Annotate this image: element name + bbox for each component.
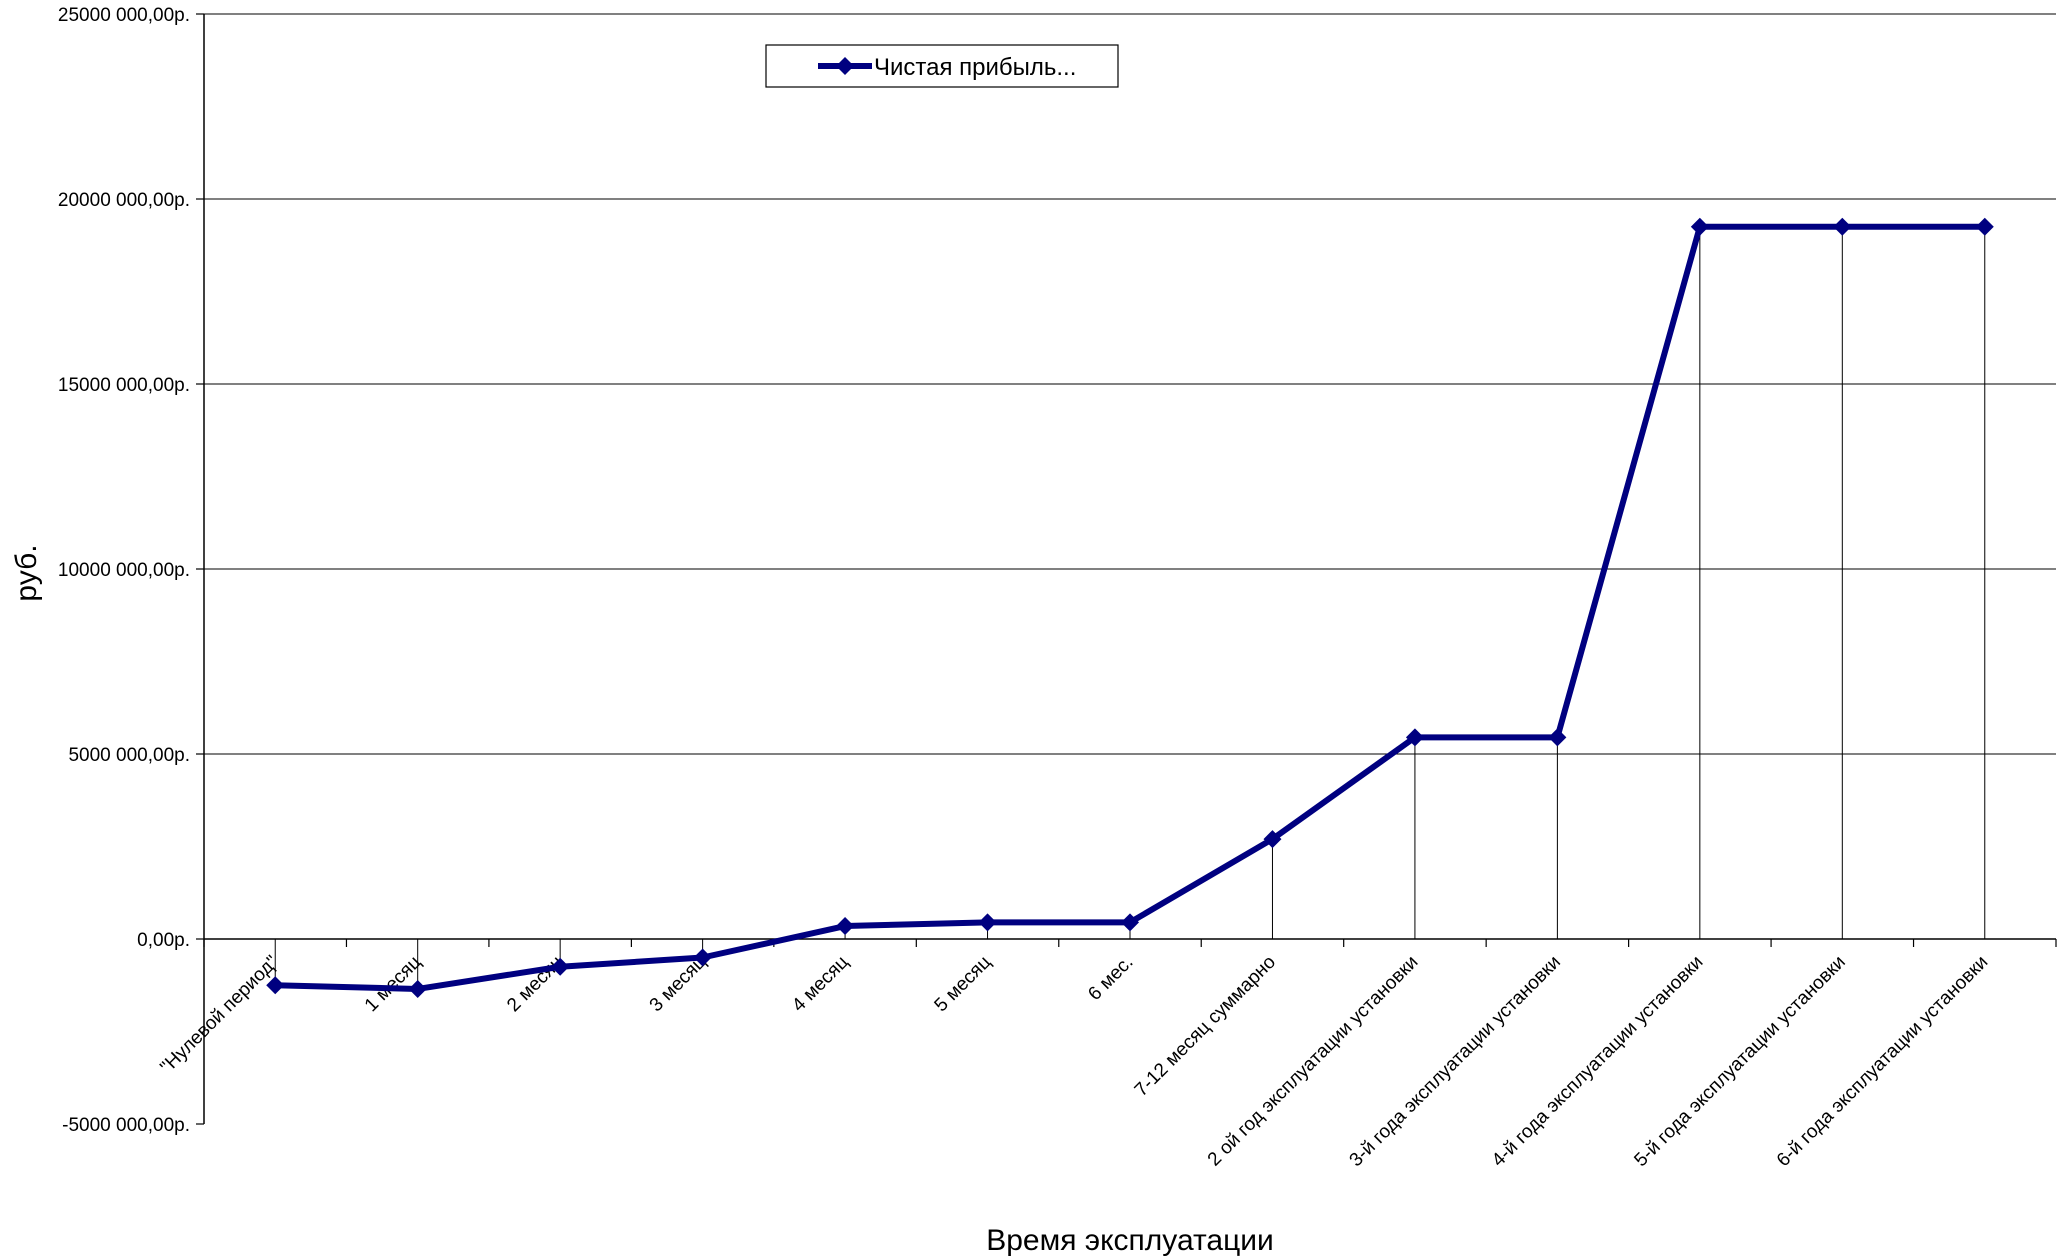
y-tick-label: 25000 000,00р. bbox=[58, 5, 190, 26]
axes bbox=[203, 14, 2057, 1124]
data-point-marker bbox=[1975, 217, 1994, 236]
x-tick-label: 6 мес. bbox=[1084, 952, 1137, 1005]
data-point-marker bbox=[551, 957, 570, 976]
legend: Чистая прибыль... bbox=[765, 44, 1119, 88]
y-tick-label: 20000 000,00р. bbox=[58, 190, 190, 211]
y-tick-label: -5000 000,00р. bbox=[62, 1115, 190, 1136]
data-point-marker bbox=[266, 976, 285, 995]
data-point-marker bbox=[1833, 217, 1852, 236]
series-line bbox=[275, 223, 1985, 992]
x-axis-title: Время эксплуатации bbox=[986, 1224, 1274, 1257]
data-point-marker bbox=[1263, 830, 1282, 849]
legend-diamond-marker bbox=[836, 57, 854, 75]
x-tick-label: 7-12 месяц суммарно bbox=[1131, 952, 1280, 1101]
drop-lines bbox=[274, 226, 1986, 989]
data-point-marker bbox=[1690, 217, 1709, 236]
data-point-marker bbox=[836, 917, 855, 936]
y-tick-label: 10000 000,00р. bbox=[58, 560, 190, 581]
y-tick-label: 0,00р. bbox=[137, 930, 190, 951]
data-point-marker bbox=[693, 948, 712, 967]
legend-label: Чистая прибыль... bbox=[874, 54, 1076, 81]
y-axis-title: руб. bbox=[10, 544, 43, 601]
data-point-marker bbox=[1405, 728, 1424, 747]
data-point-marker bbox=[1121, 913, 1139, 932]
x-tick-label: 4 месяц bbox=[788, 952, 853, 1017]
data-point-marker bbox=[1548, 728, 1567, 747]
x-tick-label: "Нулевой период" bbox=[157, 952, 283, 1078]
y-tick-labels: -5000 000,00р. 0,00р. 5000 000,00р. 10000 0… bbox=[58, 5, 190, 1136]
series-group bbox=[266, 217, 1994, 998]
data-point-marker bbox=[408, 979, 427, 998]
data-point-marker bbox=[978, 913, 997, 932]
y-tick-label: 5000 000,00р. bbox=[68, 745, 190, 766]
x-tick-label: 5 месяц bbox=[931, 952, 996, 1017]
y-tick-label: 15000 000,00р. bbox=[58, 375, 190, 396]
